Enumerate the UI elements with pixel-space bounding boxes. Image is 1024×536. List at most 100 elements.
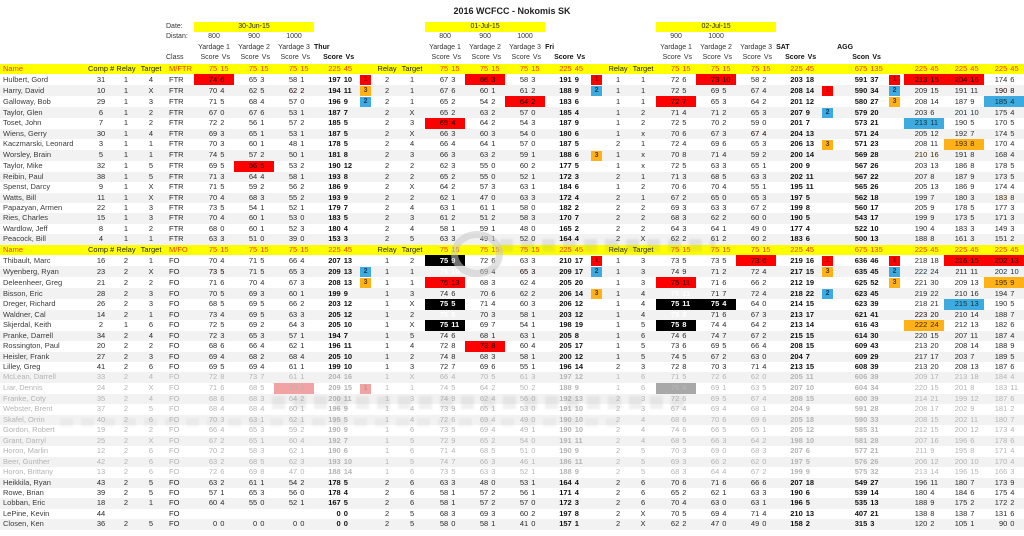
- total-900[interactable]: 213 18: [944, 372, 985, 383]
- target-thur[interactable]: 1: [138, 309, 164, 321]
- sat-rank[interactable]: [822, 341, 837, 351]
- name[interactable]: Skafel, Orrin: [0, 414, 88, 426]
- fri-score[interactable]: 190 10: [545, 414, 592, 426]
- name[interactable]: Dreger, Richard: [3, 299, 56, 309]
- fri-yardage3[interactable]: 62 4: [519, 277, 536, 287]
- name[interactable]: Webster, Brent: [3, 404, 53, 414]
- relay-thur[interactable]: 2: [123, 446, 129, 456]
- total-1000[interactable]: 175 4: [994, 487, 1015, 497]
- date-cell[interactable]: 01-Jul-15: [425, 22, 546, 33]
- sat-rank[interactable]: [822, 404, 837, 414]
- sat-yardage1[interactable]: 67 4: [670, 404, 687, 414]
- agg-score[interactable]: 609 43: [854, 341, 879, 351]
- total-900[interactable]: 105 1: [944, 519, 985, 530]
- thur-score[interactable]: 199 9: [314, 288, 361, 300]
- class[interactable]: FTR: [164, 213, 194, 224]
- relay-fri[interactable]: 2: [384, 487, 390, 497]
- total-800[interactable]: 223 20: [904, 309, 945, 321]
- target-fri[interactable]: 3: [409, 361, 415, 371]
- thur-rank[interactable]: [360, 509, 375, 519]
- thur-yardage3[interactable]: 47 0: [288, 467, 305, 477]
- thur-rank[interactable]: [360, 299, 375, 309]
- class[interactable]: FO: [164, 477, 194, 488]
- sat-yardage2[interactable]: 62 2: [696, 213, 737, 224]
- fri-yardage1[interactable]: 75 8: [425, 309, 466, 321]
- total-800[interactable]: 188 9: [904, 498, 945, 509]
- day-label[interactable]: Thur: [314, 43, 330, 51]
- sat-score[interactable]: 215 15: [776, 330, 823, 342]
- fri-yardage3[interactable]: 49 0: [505, 414, 546, 426]
- sat-score[interactable]: 207 6: [790, 446, 810, 456]
- target-fri[interactable]: 2: [399, 309, 426, 321]
- comp-number[interactable]: 13: [96, 467, 106, 477]
- target-thur[interactable]: 5: [138, 171, 164, 183]
- comp-number[interactable]: 28: [88, 288, 114, 300]
- header-fri-score[interactable]: 225 45: [545, 63, 592, 75]
- relay-sat[interactable]: 1: [606, 330, 631, 342]
- fri-score[interactable]: 185 4: [545, 107, 592, 119]
- thur-yardage3[interactable]: 70 4: [274, 382, 315, 394]
- relay-thur[interactable]: 2: [123, 487, 129, 497]
- score-vs-label[interactable]: Score Vs: [662, 54, 693, 62]
- total-800[interactable]: 205 9: [914, 202, 935, 212]
- thur-yardage1[interactable]: 71 6: [208, 277, 225, 287]
- total-800[interactable]: 206 12: [904, 456, 945, 468]
- total-900[interactable]: 210 14: [944, 309, 985, 321]
- relay-thur[interactable]: 2: [114, 477, 138, 488]
- target-sat[interactable]: 2: [630, 213, 657, 224]
- thur-yardage3[interactable]: 58 1: [274, 171, 315, 183]
- comp-number[interactable]: 42: [88, 456, 114, 468]
- agg-rank[interactable]: 2: [889, 85, 905, 97]
- yardage-label[interactable]: Yardage 2: [469, 43, 501, 51]
- fri-yardage3[interactable]: 60 4: [519, 341, 536, 351]
- total-1000[interactable]: 202 13: [984, 255, 1024, 267]
- target-fri[interactable]: X: [409, 299, 415, 309]
- thur-yardage2[interactable]: 65 3: [248, 487, 265, 497]
- target-fri[interactable]: 3: [399, 213, 426, 224]
- name[interactable]: Toset, John: [3, 118, 42, 128]
- thur-yardage1[interactable]: 70 4: [194, 85, 234, 97]
- thur-yardage1[interactable]: 69 4: [194, 351, 234, 362]
- thur-score[interactable]: 167 5: [314, 498, 361, 509]
- sat-yardage2[interactable]: 69 4: [710, 508, 727, 518]
- fri-score[interactable]: 205 8: [545, 330, 592, 342]
- fri-yardage3[interactable]: 64 2: [505, 96, 546, 108]
- target-thur[interactable]: X: [138, 85, 164, 97]
- relay-sat[interactable]: 2: [615, 446, 621, 456]
- sat-score[interactable]: 210 13: [790, 508, 815, 518]
- thur-yardage2[interactable]: 56 1: [248, 118, 265, 128]
- total-900[interactable]: 215 13: [944, 299, 985, 310]
- header-fri-score[interactable]: 225 45: [545, 244, 592, 256]
- total-900[interactable]: 192 7: [944, 128, 985, 140]
- fri-yardage2[interactable]: 51 2: [465, 213, 506, 224]
- sat-yardage3[interactable]: 49 0: [736, 519, 777, 530]
- relay-sat[interactable]: 2: [615, 361, 621, 371]
- relay-sat[interactable]: 2: [606, 498, 631, 509]
- header-sat-yardage3[interactable]: 75 15: [736, 244, 777, 256]
- sat-score[interactable]: 200 9: [790, 161, 810, 171]
- name[interactable]: Liar, Dennis: [3, 383, 43, 393]
- fri-yardage3[interactable]: 61 3: [505, 372, 546, 383]
- name[interactable]: Lobban, Eric: [0, 498, 88, 509]
- distance-cell[interactable]: 900: [248, 33, 260, 41]
- sat-yardage2[interactable]: 70 3: [710, 361, 727, 371]
- header-fri-rank[interactable]: [591, 244, 607, 256]
- total-900[interactable]: 208 13: [954, 361, 979, 371]
- fri-yardage1[interactable]: 72 9: [425, 435, 466, 447]
- sat-score[interactable]: 183 6: [776, 234, 823, 245]
- relay-fri[interactable]: 1: [375, 266, 400, 278]
- target-thur[interactable]: 6: [148, 320, 154, 330]
- header-sat-score[interactable]: 225 45: [776, 244, 823, 256]
- sat-score[interactable]: 199 9: [790, 467, 810, 477]
- relay-thur[interactable]: 1: [114, 150, 138, 162]
- thur-score[interactable]: 185 5: [328, 118, 348, 128]
- target-thur[interactable]: 1: [138, 234, 164, 245]
- name[interactable]: Taylor, Glen: [0, 107, 88, 119]
- sat-yardage2[interactable]: 67 3: [696, 128, 737, 140]
- score-vs-label[interactable]: Score Vs: [431, 54, 461, 62]
- thur-yardage1[interactable]: 71 3: [194, 171, 234, 183]
- relay-sat[interactable]: 1: [606, 85, 631, 97]
- total-1000[interactable]: 173 9: [984, 477, 1024, 488]
- fri-score[interactable]: 187 9: [559, 118, 579, 128]
